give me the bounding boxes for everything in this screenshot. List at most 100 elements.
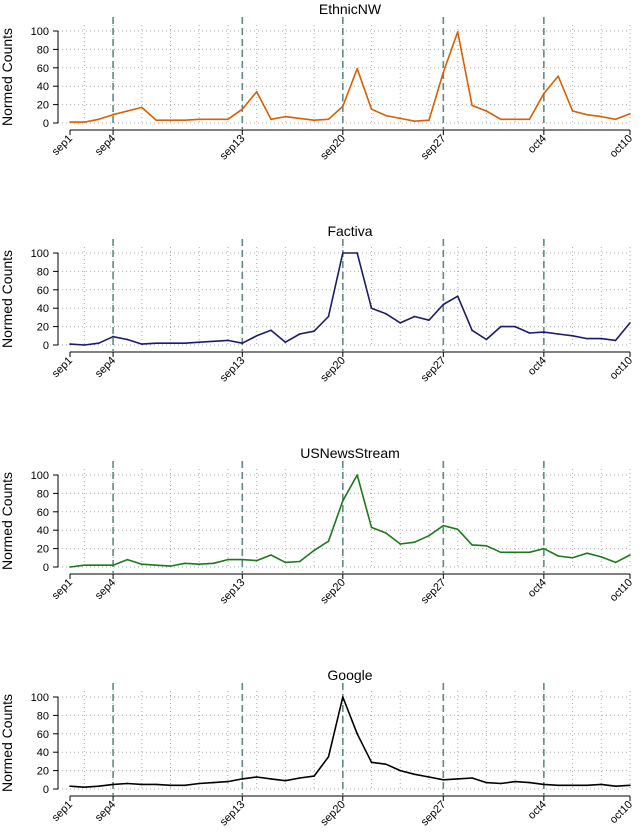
data-point <box>528 551 531 554</box>
data-point <box>327 118 330 121</box>
data-point <box>241 558 244 561</box>
y-tick-label: 40 <box>37 747 49 759</box>
y-tick-label: 60 <box>37 285 49 297</box>
data-point <box>543 331 545 333</box>
data-point <box>586 337 588 340</box>
x-tick-label: sep1 <box>50 799 75 824</box>
data-point <box>629 554 631 556</box>
data-point <box>298 560 301 563</box>
data-point <box>97 785 100 788</box>
data-point <box>485 545 488 547</box>
data-point <box>499 118 502 121</box>
data-point <box>370 761 373 764</box>
data-point <box>571 557 574 559</box>
data-point <box>69 343 71 345</box>
y-axis-label: Normed Counts <box>0 250 15 348</box>
data-point <box>155 119 157 122</box>
data-point <box>69 566 71 568</box>
data-point <box>557 555 560 557</box>
data-point <box>169 784 172 787</box>
data-point <box>614 339 617 342</box>
y-tick-label: 80 <box>37 266 49 278</box>
data-point <box>298 333 301 335</box>
data-point <box>399 769 402 772</box>
x-tick-label: sep27 <box>419 133 449 163</box>
y-tick-label: 0 <box>43 340 49 352</box>
data-point <box>69 785 71 788</box>
data-point <box>313 549 315 552</box>
data-point <box>112 113 114 116</box>
x-tick-label: sep4 <box>93 577 118 602</box>
data-point <box>471 544 473 546</box>
x-tick-label: sep1 <box>50 355 75 380</box>
data-point <box>413 120 416 122</box>
panel-ethnicnw: EthnicNW Normed Counts 0 20 40 60 80 100 sep1 sep… <box>0 1 635 162</box>
data-point <box>83 564 86 566</box>
y-tick-label: 60 <box>37 729 49 741</box>
x-tick-label: sep27 <box>419 577 449 607</box>
x-tick-label: oct10 <box>608 355 636 383</box>
data-point <box>543 547 545 550</box>
x-tick-label: oct4 <box>526 133 549 156</box>
y-tick-label: 80 <box>37 488 49 500</box>
data-point <box>413 773 416 776</box>
data-point <box>356 474 358 476</box>
data-point <box>614 118 617 121</box>
data-point <box>69 121 71 123</box>
data-point <box>428 534 430 537</box>
x-tick-label: sep13 <box>218 133 248 163</box>
data-point <box>399 322 402 324</box>
data-point <box>514 780 516 783</box>
data-point <box>270 554 272 556</box>
x-tick-label: sep13 <box>218 799 248 829</box>
data-point <box>456 295 459 298</box>
x-tick-label: oct4 <box>526 355 549 378</box>
data-point <box>97 564 100 566</box>
data-point <box>140 343 143 345</box>
data-point <box>413 541 416 543</box>
data-point <box>327 756 330 758</box>
x-tick-label: sep13 <box>218 577 248 607</box>
x-tick-label: sep20 <box>318 577 348 607</box>
data-point <box>284 115 287 118</box>
data-point <box>629 113 631 115</box>
data-point <box>169 565 172 567</box>
data-point <box>428 776 430 778</box>
data-point <box>342 252 344 254</box>
data-point <box>456 778 459 780</box>
data-point <box>198 563 201 566</box>
data-point <box>428 319 430 321</box>
panel-title: Factiva <box>327 223 372 239</box>
series-line <box>69 252 631 346</box>
y-tick-label: 80 <box>37 710 49 722</box>
panel-title: USNewsStream <box>300 445 400 461</box>
data-point <box>83 786 86 788</box>
data-point <box>155 783 157 786</box>
data-point <box>97 342 100 344</box>
data-point <box>385 532 387 534</box>
data-point <box>126 558 129 561</box>
x-tick-label: sep1 <box>50 133 75 158</box>
data-point <box>600 337 603 340</box>
x-tick-label: sep20 <box>318 355 348 385</box>
data-point <box>586 784 588 787</box>
data-point <box>140 106 143 109</box>
data-point <box>83 121 86 123</box>
data-point <box>212 562 215 565</box>
data-point <box>485 110 488 112</box>
y-tick-label: 0 <box>43 784 49 796</box>
data-point <box>284 341 287 344</box>
x-tick-label: sep4 <box>93 355 118 380</box>
x-tick-label: sep4 <box>93 799 118 824</box>
data-point <box>428 119 430 122</box>
data-point <box>342 499 344 502</box>
data-point <box>356 67 358 70</box>
data-point <box>270 329 272 332</box>
data-point <box>169 119 172 122</box>
y-tick-label: 100 <box>31 248 49 260</box>
y-tick-label: 80 <box>37 44 49 56</box>
data-point <box>442 71 445 74</box>
x-tick-label: sep4 <box>93 133 118 158</box>
data-point <box>385 312 387 315</box>
